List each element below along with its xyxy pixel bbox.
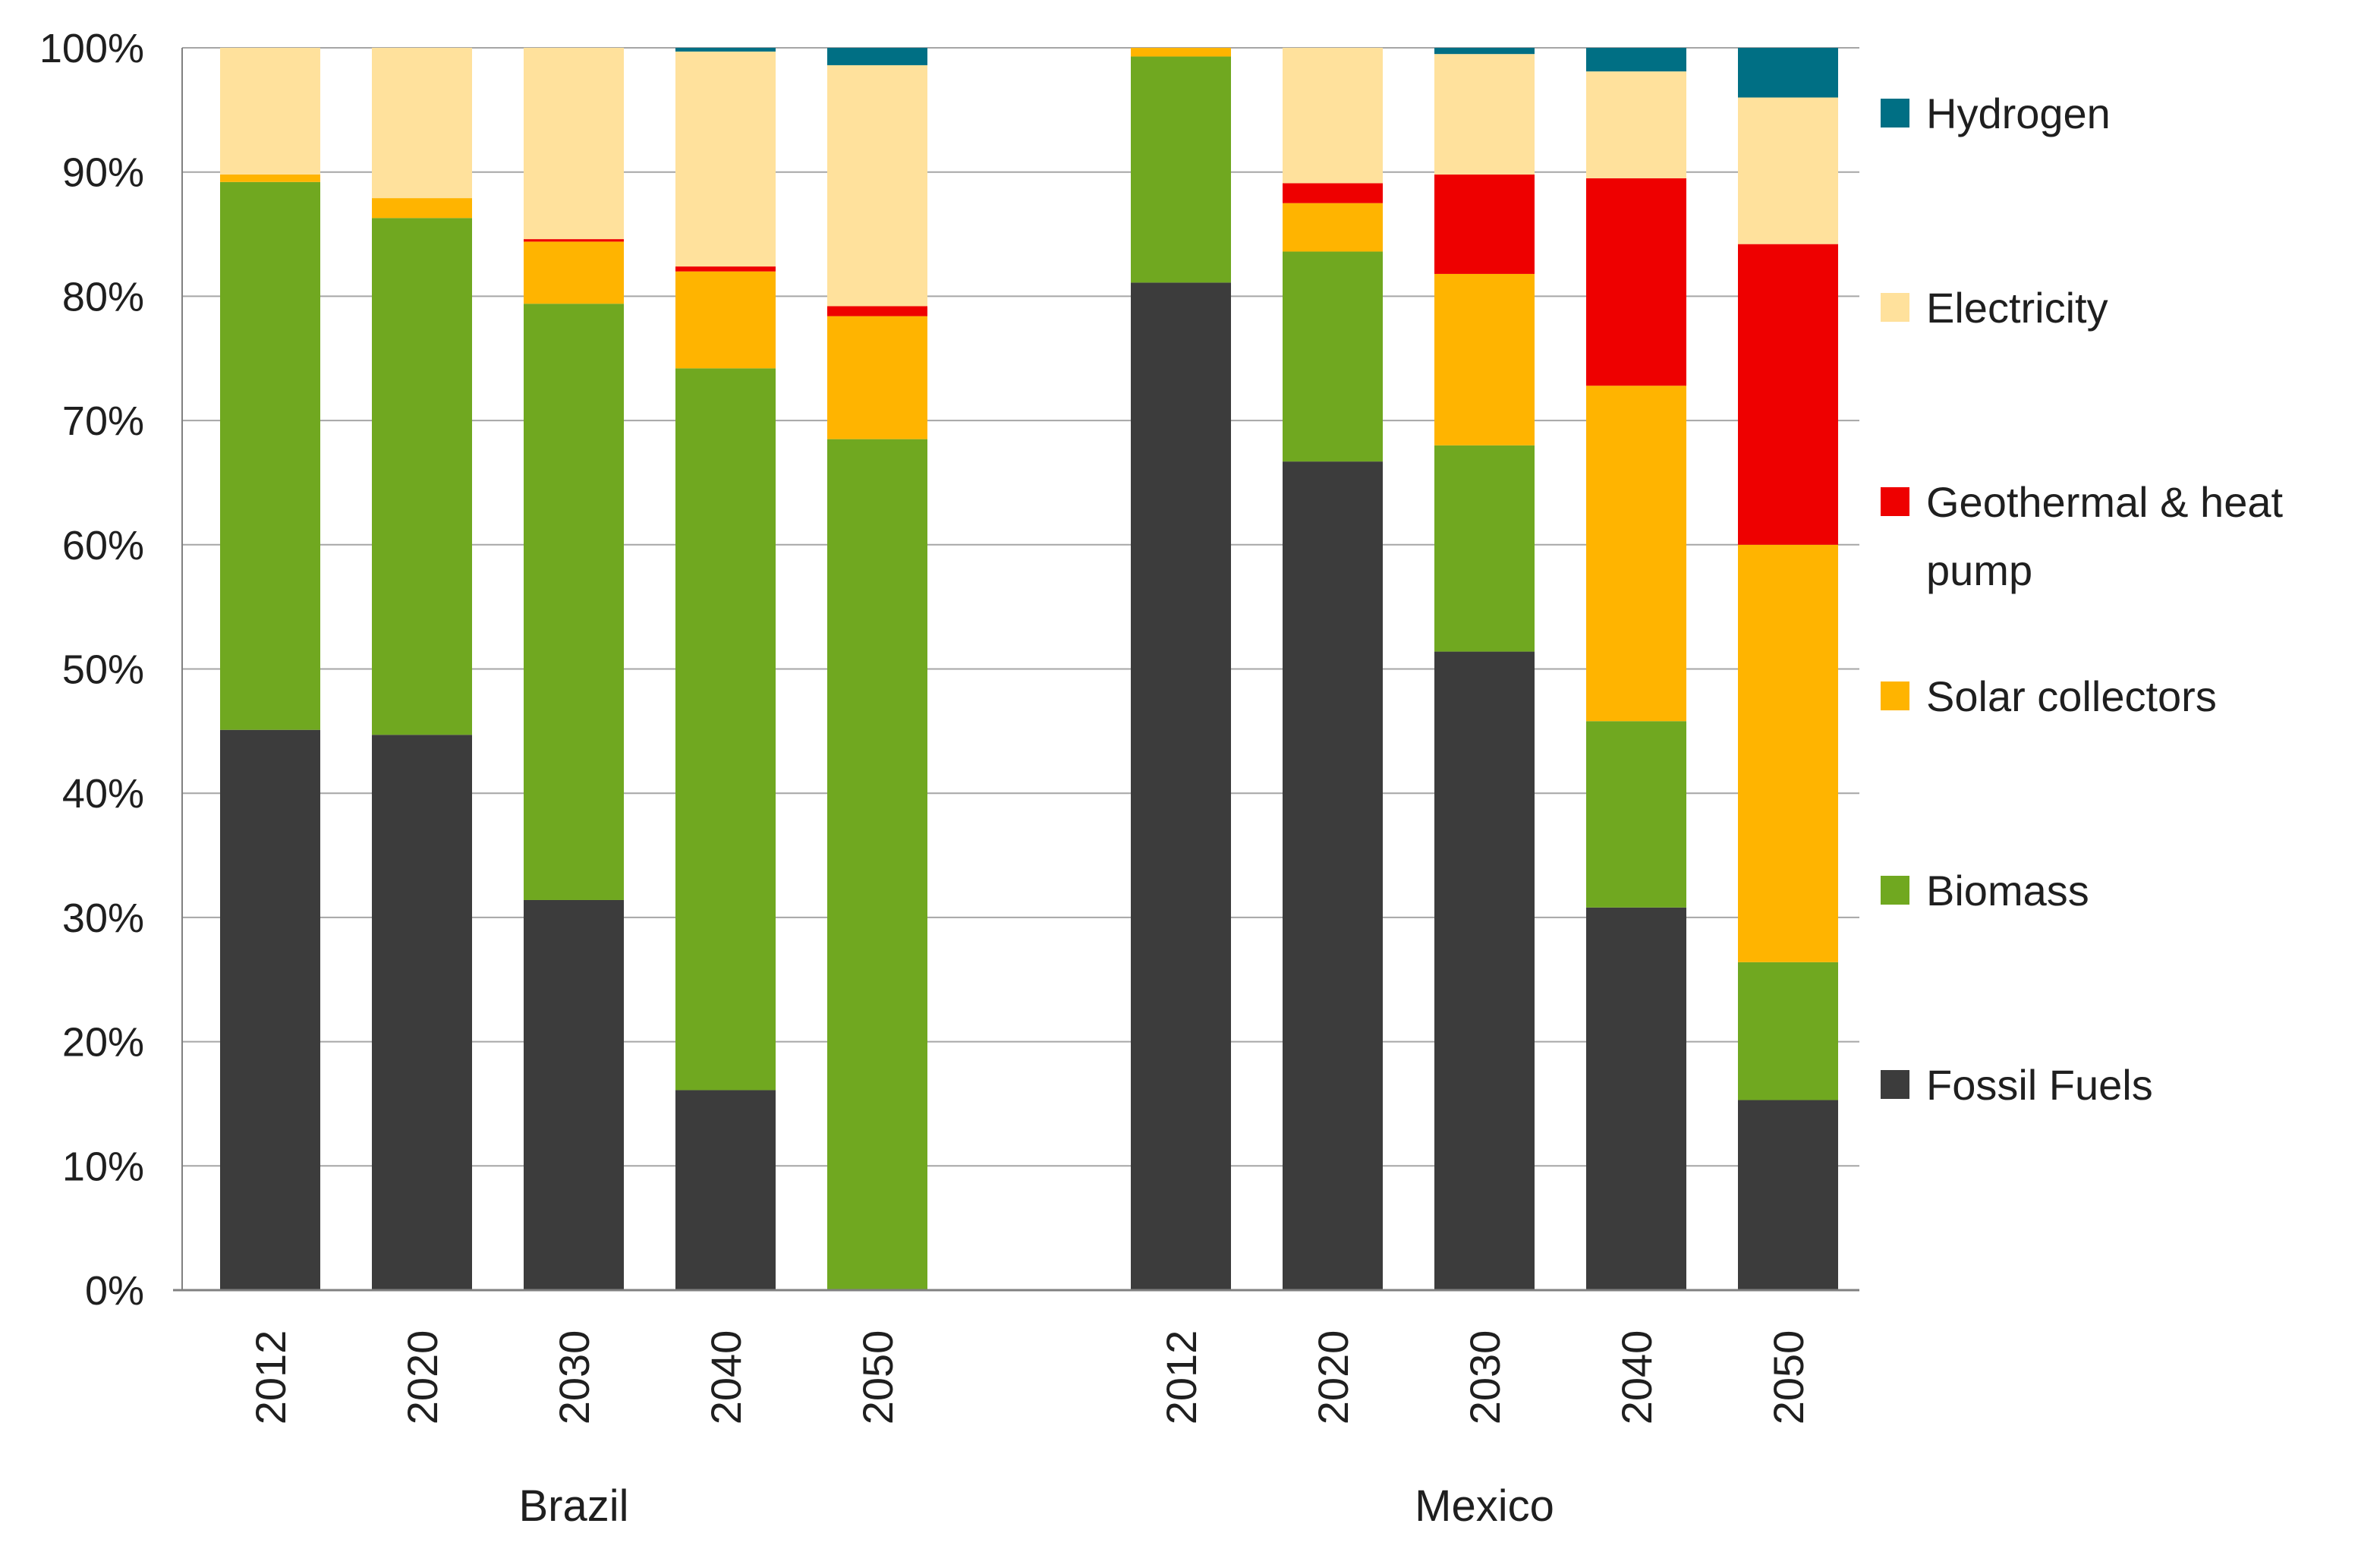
legend-label-solar-collectors: Solar collectors xyxy=(1926,672,2217,720)
bar-segment-electricity xyxy=(675,51,776,267)
bar-segment-fossil-fuels xyxy=(524,899,624,1290)
bar-segment-hydrogen xyxy=(1586,48,1686,72)
x-tick-label: 2012 xyxy=(1157,1330,1205,1425)
y-tick-label: 80% xyxy=(62,274,144,319)
bar-segment-geothermal-heat-pump xyxy=(827,306,927,316)
bar-segment-fossil-fuels xyxy=(675,1090,776,1290)
axes: 0% 10% 20% 30% 40% 50% 60% 70% 80% 90% 100% 2012 202… xyxy=(39,26,1859,1531)
legend-label-hydrogen: Hydrogen xyxy=(1926,90,2111,137)
bar-segment-geothermal-heat-pump xyxy=(1586,178,1686,386)
bar-segment-fossil-fuels xyxy=(1283,461,1383,1290)
bar-segment-fossil-fuels xyxy=(220,729,320,1290)
x-tick-label: 2050 xyxy=(854,1330,902,1425)
bar-segment-biomass xyxy=(827,439,927,1290)
y-tick-label: 50% xyxy=(62,647,144,693)
bar-segment-biomass xyxy=(1586,721,1686,908)
x-tick-label: 2030 xyxy=(1461,1330,1509,1425)
y-tick-label: 70% xyxy=(62,398,144,444)
bar-segment-geothermal-heat-pump xyxy=(1434,174,1535,274)
bar-segment-geothermal-heat-pump xyxy=(675,266,776,272)
bar-segment-biomass xyxy=(1738,962,1838,1100)
bar-segment-biomass xyxy=(372,218,472,735)
legend-label-geothermal-heat-pump: Geothermal & heat pump xyxy=(1926,478,2283,594)
bar-segment-fossil-fuels xyxy=(1131,282,1231,1290)
bar-segment-electricity xyxy=(1738,97,1838,244)
legend-label-electricity: Electricity xyxy=(1926,284,2108,332)
bar-segment-hydrogen xyxy=(675,48,776,52)
y-tick-label: 60% xyxy=(62,523,144,568)
bar-segment-solar-collectors xyxy=(220,174,320,182)
bar-segment-electricity xyxy=(524,48,624,240)
bar-segment-biomass xyxy=(524,304,624,900)
legend-swatch-electricity xyxy=(1881,293,1909,322)
legend-swatch-fossil-fuels xyxy=(1881,1070,1909,1099)
y-tick-label: 0% xyxy=(85,1268,144,1314)
bar-segment-electricity xyxy=(220,48,320,175)
x-tick-label: 2020 xyxy=(1309,1330,1357,1425)
bar-segment-geothermal-heat-pump xyxy=(1283,183,1383,203)
bar-segment-fossil-fuels xyxy=(372,735,472,1290)
x-tick-label: 2040 xyxy=(1613,1330,1661,1425)
bar-segment-hydrogen xyxy=(827,48,927,65)
bar-segment-solar-collectors xyxy=(827,316,927,439)
bars xyxy=(220,48,1838,1290)
bar-segment-solar-collectors xyxy=(372,198,472,219)
bar-segment-electricity xyxy=(1283,48,1383,184)
bar-segment-hydrogen xyxy=(1434,48,1535,55)
group-label: Brazil xyxy=(518,1481,628,1531)
bar-segment-fossil-fuels xyxy=(1434,651,1535,1290)
legend-swatch-hydrogen xyxy=(1881,99,1909,127)
bar-segment-geothermal-heat-pump xyxy=(1738,244,1838,545)
legend-swatch-geothermal-heat-pump xyxy=(1881,487,1909,516)
bar-segment-electricity xyxy=(1586,71,1686,178)
legend-swatch-biomass xyxy=(1881,876,1909,905)
bar-segment-electricity xyxy=(827,65,927,307)
bar-segment-electricity xyxy=(1434,54,1535,175)
bar-segment-solar-collectors xyxy=(675,271,776,369)
bar-segment-biomass xyxy=(1434,445,1535,652)
y-tick-label: 40% xyxy=(62,771,144,817)
bar-segment-solar-collectors xyxy=(1131,48,1231,57)
bar-segment-solar-collectors xyxy=(1434,273,1535,445)
legend-swatch-solar-collectors xyxy=(1881,681,1909,710)
x-tick-label: 2012 xyxy=(247,1330,294,1425)
x-tick-label: 2020 xyxy=(398,1330,446,1425)
x-tick-label: 2050 xyxy=(1765,1330,1812,1425)
bar-segment-electricity xyxy=(372,48,472,199)
bar-segment-biomass xyxy=(675,368,776,1091)
y-tick-label: 10% xyxy=(62,1144,144,1189)
y-tick-label: 100% xyxy=(39,26,144,71)
bar-segment-biomass xyxy=(1283,251,1383,462)
y-tick-label: 30% xyxy=(62,896,144,941)
y-tick-label: 90% xyxy=(62,150,144,196)
legend-label-biomass: Biomass xyxy=(1926,867,2089,914)
group-label: Mexico xyxy=(1415,1481,1554,1531)
bar-segment-solar-collectors xyxy=(1738,544,1838,962)
bar-segment-fossil-fuels xyxy=(1738,1100,1838,1290)
bar-segment-solar-collectors xyxy=(1586,386,1686,722)
bar-segment-solar-collectors xyxy=(1283,203,1383,252)
bar-segment-hydrogen xyxy=(1738,48,1838,98)
bar-segment-biomass xyxy=(1131,56,1231,283)
bar-segment-geothermal-heat-pump xyxy=(524,239,624,242)
bar-segment-fossil-fuels xyxy=(1586,907,1686,1290)
x-tick-label: 2040 xyxy=(702,1330,750,1425)
legend-label-fossil-fuels: Fossil Fuels xyxy=(1926,1061,2153,1109)
bar-segment-biomass xyxy=(220,181,320,730)
legend: Hydrogen Electricity Geothermal & heat pump… xyxy=(1881,90,2283,1109)
bar-segment-solar-collectors xyxy=(524,241,624,304)
y-tick-label: 20% xyxy=(62,1020,144,1066)
x-tick-label: 2030 xyxy=(550,1330,598,1425)
